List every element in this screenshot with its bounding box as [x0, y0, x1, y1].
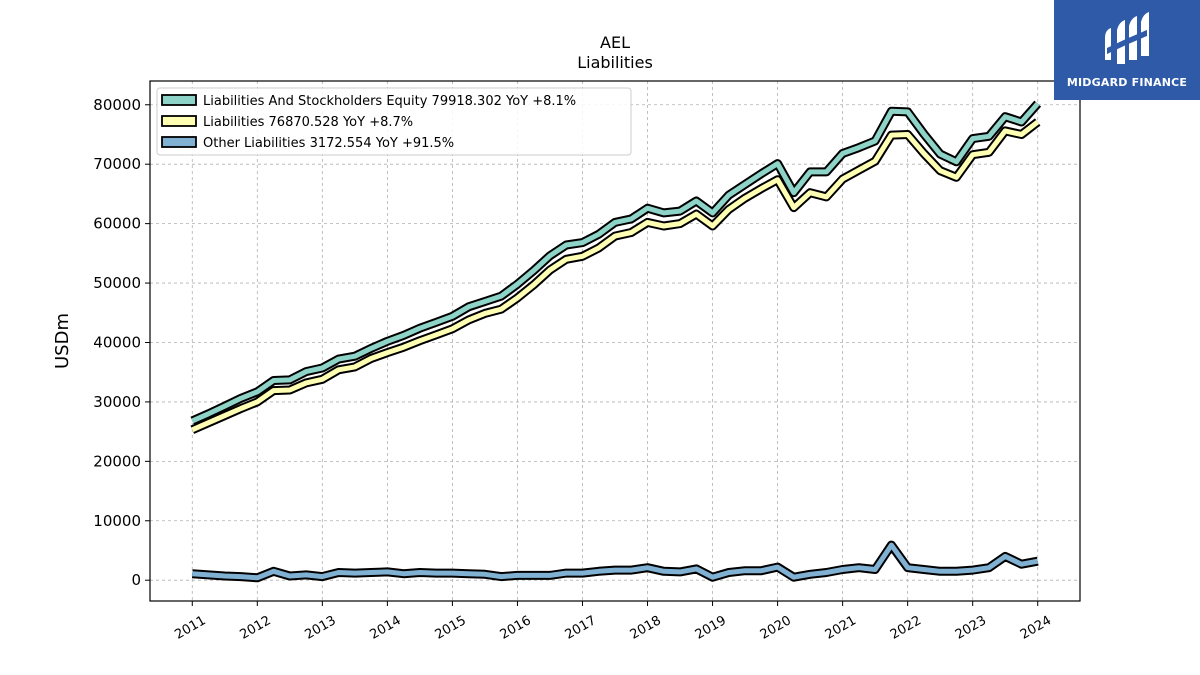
x-tick-label: 2024	[1018, 613, 1054, 643]
brand-logo: MIDGARD FINANCE	[1054, 0, 1200, 100]
y-tick-label: 50000	[93, 274, 141, 292]
legend-swatch	[161, 94, 197, 106]
chart-title: AEL	[600, 33, 630, 52]
y-tick-label: 10000	[93, 512, 141, 530]
brand-name: MIDGARD FINANCE	[1066, 76, 1188, 89]
chart-subtitle: Liabilities	[577, 53, 653, 72]
x-tick-label: 2013	[303, 613, 339, 643]
series-line-3	[192, 542, 1039, 581]
legend-label: Liabilities And Stockholders Equity 7991…	[203, 94, 576, 109]
series-layer	[190, 100, 1042, 583]
series-line-1	[191, 101, 1040, 424]
x-tick-label: 2021	[823, 613, 859, 643]
axis-ticks: 0 10000 20000 30000 40000 50000 60000 70000 8000…	[93, 96, 1054, 643]
legend-label: Liabilities 76870.528 YoY +8.7%	[203, 115, 413, 130]
x-tick-label: 2022	[888, 613, 924, 643]
y-tick-label: 0	[131, 571, 141, 589]
y-tick-label: 70000	[93, 155, 141, 173]
x-tick-label: 2014	[368, 613, 404, 643]
legend: Liabilities And Stockholders Equity 7991…	[156, 87, 632, 156]
midgard-logo-icon	[1105, 12, 1149, 64]
series-line-2	[191, 120, 1040, 433]
x-tick-label: 2019	[693, 613, 729, 643]
legend-swatch	[161, 136, 197, 148]
x-tick-label: 2016	[498, 613, 534, 643]
series-line-outline	[190, 118, 1041, 434]
x-tick-label: 2012	[237, 613, 273, 643]
x-tick-label: 2011	[172, 613, 208, 643]
legend-label: Other Liabilities 3172.554 YoY +91.5%	[203, 136, 454, 151]
x-tick-label: 2020	[758, 613, 794, 643]
x-tick-label: 2015	[433, 613, 469, 643]
legend-box	[156, 87, 632, 156]
y-tick-label: 20000	[93, 452, 141, 470]
series-line-outline	[191, 540, 1039, 583]
x-tick-label: 2017	[563, 613, 599, 643]
y-tick-label: 80000	[93, 96, 141, 114]
y-tick-label: 30000	[93, 393, 141, 411]
y-axis-label: USDm	[52, 313, 73, 369]
x-tick-label: 2018	[628, 613, 664, 643]
legend-swatch	[161, 115, 197, 127]
y-tick-label: 40000	[93, 333, 141, 351]
y-tick-label: 60000	[93, 215, 141, 233]
plot-frame	[149, 80, 1081, 602]
x-tick-label: 2023	[953, 613, 989, 643]
